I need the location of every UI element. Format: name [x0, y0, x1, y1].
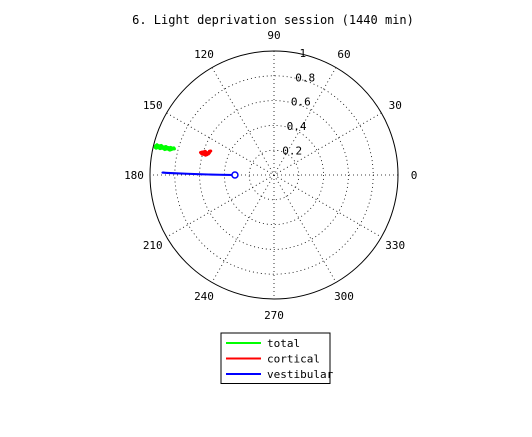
- angle-tick-label-120: 120: [194, 48, 214, 61]
- legend-label-total: total: [267, 337, 300, 350]
- radial-grid-circle-0: [248, 149, 300, 201]
- radial-grid-circle-2: [199, 100, 349, 250]
- radial-tick-label-2: 0.6: [291, 96, 311, 109]
- angle-tick-label-270: 270: [264, 309, 284, 322]
- series-line-vestibular: [161, 171, 236, 176]
- radial-tick-label-0: 0.2: [282, 145, 302, 158]
- series-marker-vestibular: [231, 171, 239, 179]
- legend: total cortical vestibular: [220, 332, 334, 384]
- polar-grid: [149, 50, 399, 300]
- chart-title: 6. Light deprivation session (1440 min): [132, 13, 414, 27]
- angle-tick-label-300: 300: [334, 290, 354, 303]
- radial-tick-label-3: 0.8: [295, 71, 315, 84]
- angle-tick-label-150: 150: [143, 99, 163, 112]
- angle-tick-label-330: 330: [385, 239, 405, 252]
- angle-tick-label-60: 60: [337, 48, 350, 61]
- angle-tick-label-30: 30: [389, 99, 402, 112]
- angle-tick-label-0: 0: [411, 169, 418, 182]
- series-line-total: [153, 143, 176, 152]
- angle-tick-label-240: 240: [194, 290, 214, 303]
- data-series: [153, 143, 239, 179]
- legend-label-cortical: cortical: [267, 353, 320, 366]
- angle-tick-label-210: 210: [143, 239, 163, 252]
- angular-spoke-150: [166, 112, 382, 238]
- series-line-cortical: [198, 149, 213, 157]
- angle-tick-label-90: 90: [267, 29, 280, 42]
- legend-label-vestibular: vestibular: [267, 368, 334, 381]
- radial-tick-label-4: 1: [300, 47, 307, 60]
- angle-tick-label-180: 180: [124, 169, 144, 182]
- polar-tick-labels: 0.2 0.4 0.6 0.8 1 0 30 60 90 120 150 180 210 240 270 30…: [124, 29, 417, 322]
- radial-tick-label-1: 0.4: [287, 120, 307, 133]
